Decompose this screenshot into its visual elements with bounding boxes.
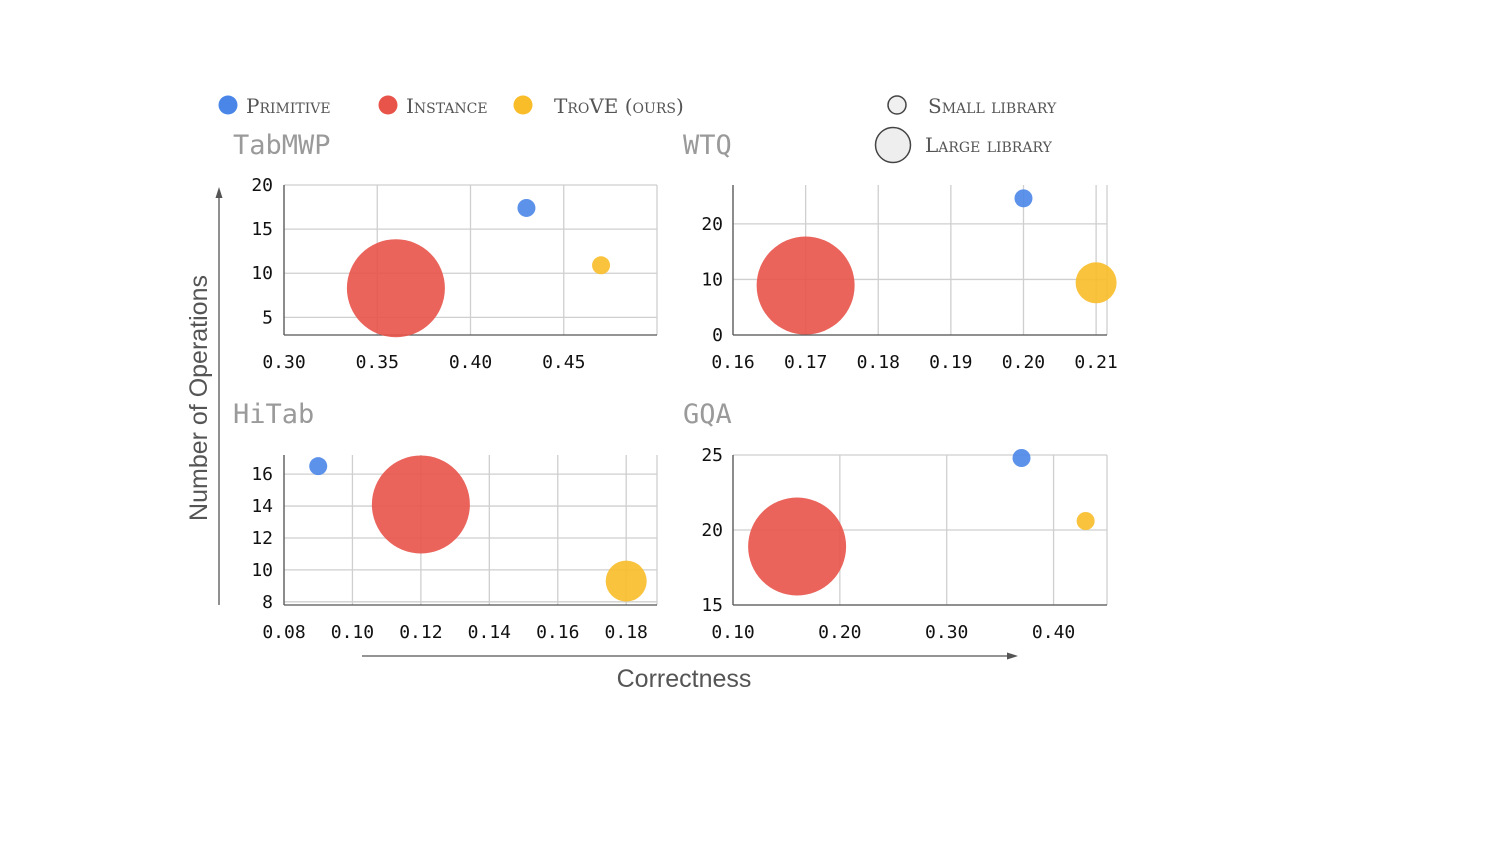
tabmwp-y-tick-label: 10 bbox=[251, 263, 273, 284]
gqa-x-tick-label: 0.20 bbox=[818, 622, 861, 643]
y-axis-title: Number of Operations bbox=[185, 275, 213, 521]
hitab-bubble-primitive bbox=[309, 457, 328, 476]
hitab-y-tick-label: 10 bbox=[251, 560, 273, 581]
wtq-x-tick-label: 0.18 bbox=[857, 352, 900, 373]
panel-tabmwp: TabMWP 5 10 15 20 0.30 0.35 0.40 0.45 bbox=[233, 130, 658, 373]
legend-label-small-library: Small library bbox=[928, 94, 1057, 118]
legend-marker-instance bbox=[378, 95, 398, 115]
wtq-x-tick-label: 0.21 bbox=[1074, 352, 1117, 373]
x-axis-title: Correctness bbox=[617, 665, 752, 693]
hitab-x-tick-label: 0.08 bbox=[262, 622, 305, 643]
gqa-bubble-primitive bbox=[1012, 449, 1031, 467]
wtq-x-tick-label: 0.17 bbox=[784, 352, 827, 373]
hitab-title: HiTab bbox=[233, 399, 314, 430]
wtq-bubble-trove-ours bbox=[1075, 262, 1117, 304]
wtq-y-tick-label: 10 bbox=[701, 269, 723, 290]
hitab-bubble-trove-ours bbox=[605, 560, 647, 602]
wtq-y-tick-label: 20 bbox=[701, 214, 723, 235]
gqa-x-tick-label: 0.40 bbox=[1032, 622, 1075, 643]
gqa-title: GQA bbox=[683, 399, 732, 430]
tabmwp-bubble-primitive bbox=[517, 198, 536, 217]
y-axis-arrow bbox=[215, 187, 223, 605]
tabmwp-x-tick-label: 0.35 bbox=[356, 352, 399, 373]
tabmwp-x-tick-label: 0.40 bbox=[449, 352, 492, 373]
x-axis-arrow bbox=[362, 652, 1018, 660]
tabmwp-bubble-trove-ours bbox=[592, 256, 611, 275]
hitab-x-tick-label: 0.12 bbox=[399, 622, 442, 643]
panel-gqa: GQA 15 20 25 0.10 0.20 0.30 0.40 bbox=[683, 399, 1108, 643]
tabmwp-y-tick-label: 5 bbox=[262, 307, 273, 328]
tabmwp-y-tick-label: 20 bbox=[251, 175, 273, 196]
hitab-x-tick-label: 0.16 bbox=[536, 622, 579, 643]
wtq-x-tick-label: 0.16 bbox=[711, 352, 754, 373]
wtq-y-tick-label: 0 bbox=[712, 325, 723, 346]
gqa-y-tick-label: 25 bbox=[701, 445, 723, 466]
hitab-bubble-instance bbox=[371, 455, 470, 554]
hitab-x-tick-label: 0.10 bbox=[331, 622, 374, 643]
wtq-x-tick-label: 0.20 bbox=[1002, 352, 1045, 373]
legend-marker-small-library bbox=[887, 95, 907, 115]
legend-marker-primitive bbox=[218, 95, 238, 115]
hitab-x-tick-label: 0.14 bbox=[468, 622, 511, 643]
hitab-x-tick-label: 0.18 bbox=[605, 622, 648, 643]
hitab-y-tick-label: 12 bbox=[251, 528, 273, 549]
gqa-x-tick-label: 0.10 bbox=[711, 622, 754, 643]
legend-marker-trove bbox=[513, 95, 533, 115]
tabmwp-y-tick-label: 15 bbox=[251, 219, 273, 240]
wtq-title: WTQ bbox=[683, 130, 732, 161]
gqa-bubble-trove-ours bbox=[1076, 512, 1095, 530]
wtq-bubble-instance bbox=[756, 236, 855, 335]
hitab-y-tick-label: 14 bbox=[251, 496, 273, 517]
tabmwp-x-tick-label: 0.45 bbox=[542, 352, 585, 373]
gqa-x-tick-label: 0.30 bbox=[925, 622, 968, 643]
gqa-y-tick-label: 20 bbox=[701, 520, 723, 541]
hitab-y-tick-label: 16 bbox=[251, 464, 273, 485]
legend-label-instance: Instance bbox=[406, 94, 488, 118]
tabmwp-title: TabMWP bbox=[233, 130, 331, 161]
tabmwp-bubble-instance bbox=[346, 239, 445, 338]
panel-wtq: WTQ 0 10 20 0.16 0.17 0.18 0.19 0.20 0.21 bbox=[683, 130, 1118, 373]
wtq-bubble-primitive bbox=[1014, 189, 1033, 208]
legend-label-large-library: Large library bbox=[925, 133, 1053, 157]
gqa-bubble-instance bbox=[748, 497, 847, 596]
gqa-y-tick-label: 15 bbox=[701, 595, 723, 616]
legend: Primitive Instance TroVE (ours) Small li… bbox=[218, 94, 1057, 164]
tabmwp-x-tick-label: 0.30 bbox=[262, 352, 305, 373]
panel-hitab: HiTab 8 10 12 14 16 0.08 0.10 0.12 0.14 0.16 0.18 bbox=[233, 399, 658, 643]
legend-marker-large-library bbox=[874, 126, 912, 164]
hitab-y-tick-label: 8 bbox=[262, 592, 273, 613]
legend-label-trove: TroVE (ours) bbox=[554, 94, 684, 118]
legend-label-primitive: Primitive bbox=[246, 94, 331, 118]
wtq-x-tick-label: 0.19 bbox=[929, 352, 972, 373]
